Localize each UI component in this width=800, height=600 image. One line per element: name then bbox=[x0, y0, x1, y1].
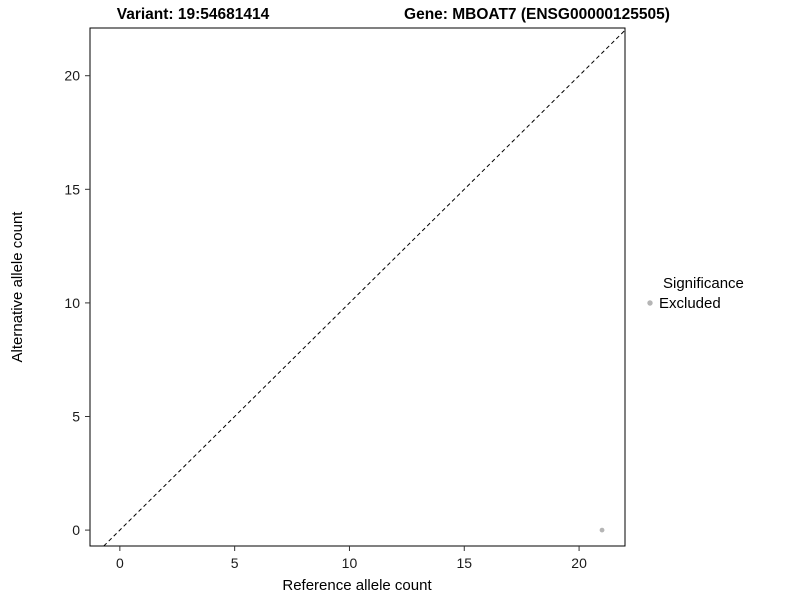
x-tick-label: 10 bbox=[342, 555, 358, 571]
y-tick-label: 0 bbox=[72, 522, 80, 538]
legend-point-icon bbox=[647, 300, 653, 306]
identity-line-path bbox=[103, 29, 626, 547]
x-axis-label: Reference allele count bbox=[282, 577, 432, 594]
y-tick-label: 10 bbox=[64, 295, 80, 311]
identity-line bbox=[103, 29, 626, 547]
plot-title-variant: Variant: 19:54681414 bbox=[117, 6, 270, 23]
y-tick-label: 20 bbox=[64, 68, 80, 84]
x-axis-ticks: 0 5 10 15 20 bbox=[116, 546, 587, 571]
y-axis-ticks: 0 5 10 15 20 bbox=[64, 68, 90, 538]
legend-title: Significance bbox=[663, 275, 744, 292]
y-axis-label: Alternative allele count bbox=[9, 211, 26, 363]
data-points bbox=[599, 527, 605, 533]
y-tick-label: 15 bbox=[64, 181, 80, 197]
y-tick-label: 5 bbox=[72, 409, 80, 425]
x-tick-label: 5 bbox=[231, 555, 239, 571]
plot-panel bbox=[89, 27, 626, 547]
plot-title-gene: Gene: MBOAT7 (ENSG00000125505) bbox=[404, 6, 670, 23]
x-tick-label: 15 bbox=[456, 555, 472, 571]
x-tick-label: 0 bbox=[116, 555, 124, 571]
x-tick-label: 20 bbox=[571, 555, 587, 571]
data-point bbox=[599, 527, 605, 533]
legend-item: Excluded bbox=[647, 295, 721, 312]
legend-item-label: Excluded bbox=[659, 295, 721, 312]
legend: Significance Excluded bbox=[647, 275, 744, 312]
